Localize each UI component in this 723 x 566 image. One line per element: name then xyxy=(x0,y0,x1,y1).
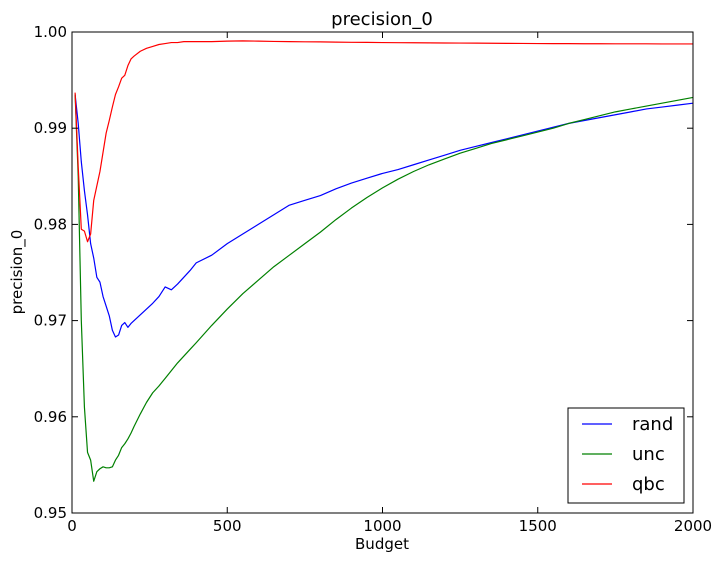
series-layer xyxy=(74,40,694,482)
series-line-qbc xyxy=(74,40,693,243)
y-tick-label-0: 0.95 xyxy=(34,504,67,522)
legend-label-qbc: qbc xyxy=(632,474,665,495)
chart-title: precision_0 xyxy=(331,9,433,30)
x-tick-label-1: 500 xyxy=(213,517,242,535)
y-axis-label: precision_0 xyxy=(8,230,27,315)
series-line-rand xyxy=(74,94,694,338)
x-axis-label: Budget xyxy=(355,535,409,553)
x-tick-label-0: 0 xyxy=(67,517,77,535)
y-tick-label-1: 0.96 xyxy=(34,408,67,426)
y-tick-label-2: 0.97 xyxy=(34,312,67,330)
series-line-unc xyxy=(74,94,694,482)
x-tick-label-3: 1500 xyxy=(519,517,557,535)
legend: rand unc qbc xyxy=(567,407,685,504)
y-tick-label-5: 1.00 xyxy=(34,23,67,41)
x-tick-label-2: 1000 xyxy=(363,517,401,535)
y-tick-label-3: 0.98 xyxy=(34,215,67,233)
y-tick-label-4: 0.99 xyxy=(34,119,67,137)
legend-label-unc: unc xyxy=(632,444,665,465)
legend-label-rand: rand xyxy=(632,414,673,435)
x-tick-label-4: 2000 xyxy=(674,517,712,535)
ticks-layer: 0 500 1000 1500 2000 0.95 0.96 0.97 0.98 0.99 1.00 xyxy=(34,23,713,535)
